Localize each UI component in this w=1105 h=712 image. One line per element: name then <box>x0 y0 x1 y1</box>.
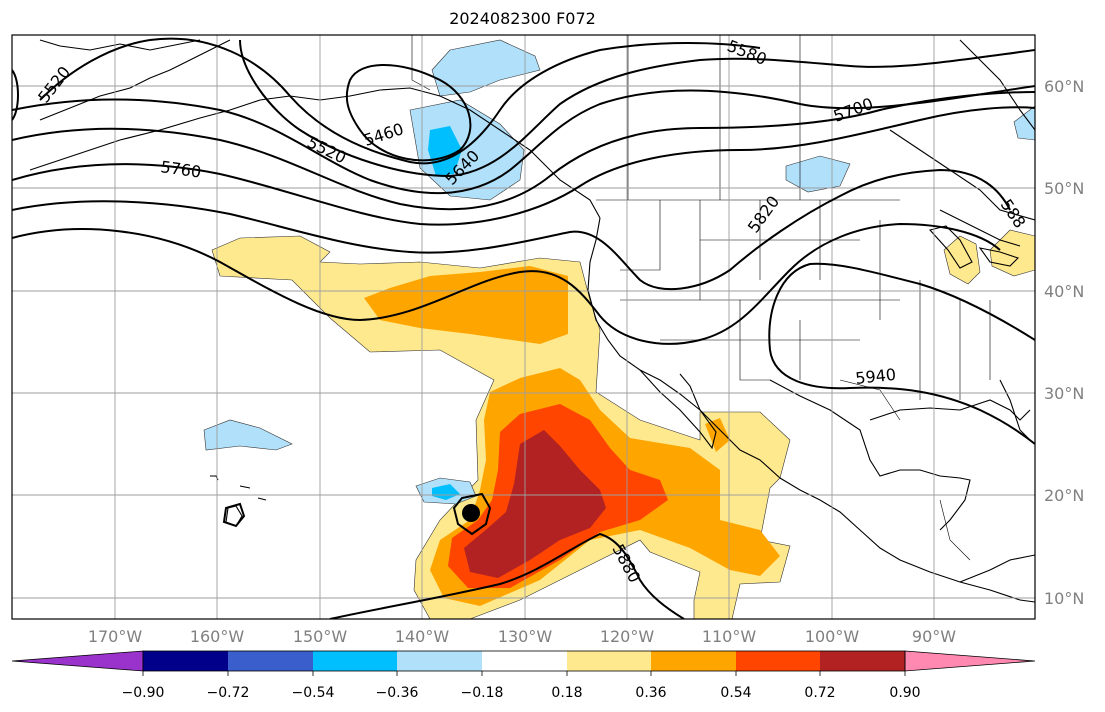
contour-5460 <box>345 64 472 162</box>
height-contours <box>12 37 1035 619</box>
lon-label: 120°W <box>600 627 655 646</box>
colorbar-tick-label: 0.18 <box>551 685 582 701</box>
contour-label: 5940 <box>854 365 896 388</box>
contour-5520-west <box>12 69 19 121</box>
colorbar-tick-label: −0.72 <box>207 685 250 701</box>
colorbar-tick-label: 0.72 <box>804 685 835 701</box>
shading-light-blue-gulf-alaska <box>431 39 541 97</box>
contour-hawaii-low <box>222 502 246 528</box>
lon-label: 130°W <box>498 627 553 646</box>
shading-layer <box>203 39 1035 619</box>
contour-5880-north <box>12 222 1001 345</box>
contour-5520 <box>39 37 761 165</box>
colorbar-tick-label: 0.90 <box>889 685 920 701</box>
lat-label: 30°N <box>1044 384 1084 403</box>
map-title: 2024082300 F072 <box>449 9 596 28</box>
colorbar: −0.90 −0.72 −0.54 −0.36 −0.18 0.18 0.36 … <box>11 650 1036 701</box>
contour-5700 <box>12 91 1035 211</box>
colorbar-segment <box>143 651 228 671</box>
lat-label: 10°N <box>1044 589 1084 608</box>
colorbar-tick-label: 0.36 <box>635 685 666 701</box>
political-borders <box>411 35 991 561</box>
colorbar-extend-high <box>904 650 1036 672</box>
coastlines <box>29 39 1035 603</box>
colorbar-outline <box>142 650 906 672</box>
shading-dark-red <box>464 430 606 578</box>
shading-light-blue-manitoba <box>785 155 851 193</box>
lon-axis-labels: 170°W 160°W 150°W 140°W 130°W 120°W 110°… <box>88 627 956 646</box>
shading-light-blue-hawaii <box>203 419 293 451</box>
shading-orange <box>364 266 568 344</box>
lon-label: 110°W <box>702 627 757 646</box>
colorbar-segment <box>567 651 651 671</box>
colorbar-extend-low <box>11 650 144 672</box>
lat-label: 50°N <box>1044 179 1084 198</box>
map-frame <box>11 34 1036 620</box>
contour-cyclone <box>452 492 492 536</box>
shading-blue-cyclone <box>432 484 460 500</box>
lat-label: 60°N <box>1044 77 1084 96</box>
lat-axis-labels: 60°N 50°N 40°N 30°N 20°N 10°N <box>1044 77 1084 608</box>
colorbar-tick-labels: −0.90 −0.72 −0.54 −0.36 −0.18 0.18 0.36 … <box>122 685 921 701</box>
contour-5880-south <box>329 532 685 619</box>
contour-5580 <box>239 39 1035 178</box>
shading-light-blue-hudson <box>1013 105 1035 141</box>
colorbar-segment <box>313 651 397 671</box>
lon-label: 100°W <box>805 627 860 646</box>
cyclone-center-marker <box>462 504 480 522</box>
colorbar-segment <box>482 651 567 671</box>
lat-label: 20°N <box>1044 486 1084 505</box>
lon-label: 160°W <box>190 627 245 646</box>
colorbar-tick-label: 0.54 <box>720 685 751 701</box>
shading-blue-bc <box>428 126 462 176</box>
lon-label: 170°W <box>88 627 143 646</box>
colorbar-segment <box>651 651 736 671</box>
lon-label: 90°W <box>912 627 956 646</box>
colorbar-segment <box>228 651 313 671</box>
lat-label: 40°N <box>1044 282 1084 301</box>
contour-5640 <box>12 85 1035 195</box>
contour-5820 <box>12 168 1011 291</box>
colorbar-tick-label: −0.18 <box>461 685 504 701</box>
colorbar-tick-label: −0.36 <box>376 685 419 701</box>
lon-label: 140°W <box>395 627 450 646</box>
contour-5940 <box>768 262 1035 445</box>
shading-orange-gulf <box>705 418 730 452</box>
lon-label: 150°W <box>293 627 348 646</box>
colorbar-tick-label: −0.54 <box>292 685 335 701</box>
contour-5760 <box>12 106 1035 226</box>
colorbar-segment <box>397 651 482 671</box>
shading-yellow-greatlakes <box>943 235 981 285</box>
colorbar-ticks <box>142 671 906 676</box>
colorbar-segment <box>820 651 905 671</box>
colorbar-segment <box>736 651 820 671</box>
colorbar-tick-label: −0.90 <box>122 685 165 701</box>
